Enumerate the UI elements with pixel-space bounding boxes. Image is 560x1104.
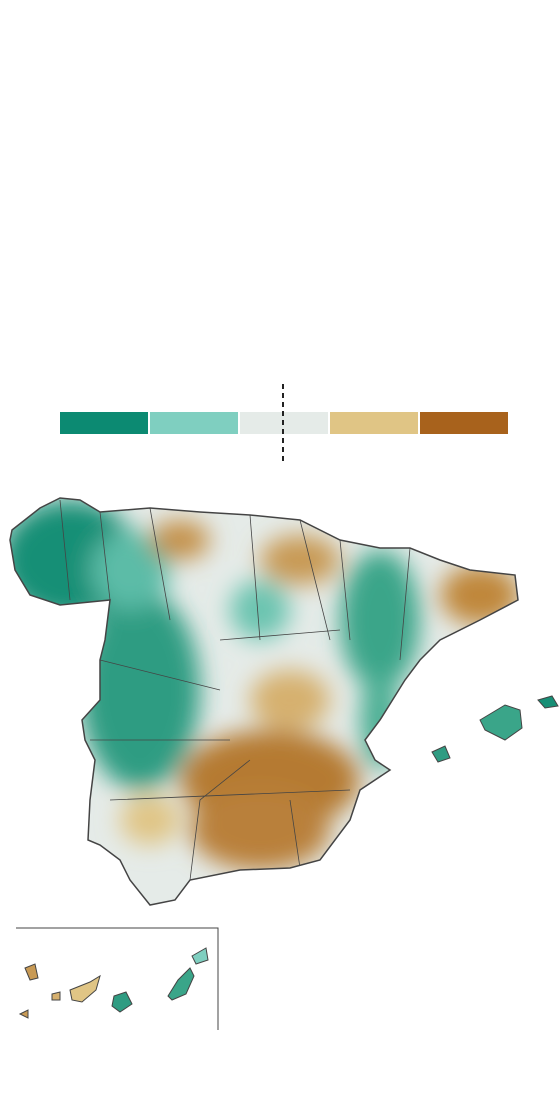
legend-swatch: [150, 412, 238, 434]
balearic-islands: [431, 695, 559, 763]
mainland-map: [10, 498, 518, 905]
legend-swatch: [60, 412, 148, 434]
legend-swatch: [330, 412, 418, 434]
legend: [60, 412, 508, 434]
legend-swatch: [420, 412, 508, 434]
mainland-outline: [9, 497, 519, 906]
canary-inset: [16, 927, 219, 1030]
